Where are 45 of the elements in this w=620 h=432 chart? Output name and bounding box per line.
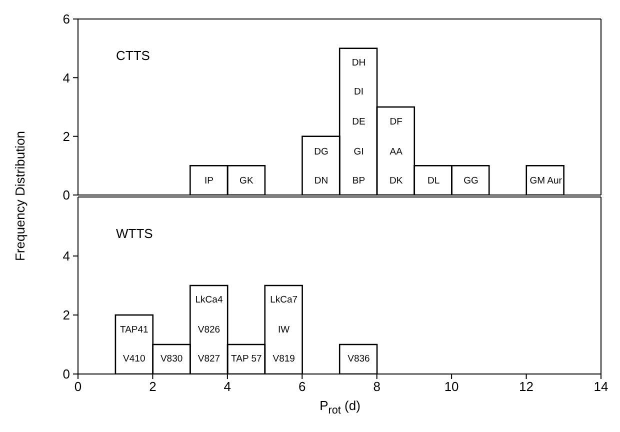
annotation: V819 — [272, 354, 295, 365]
annotation: CTTS — [116, 48, 150, 63]
annotation: TAP41 — [120, 324, 148, 335]
x-tick-label: 10 — [444, 379, 459, 394]
x-tick-label: 0 — [74, 379, 82, 394]
x-tick-label: 4 — [224, 379, 232, 394]
x-tick-label: 6 — [298, 379, 306, 394]
annotation: GG — [464, 176, 478, 187]
x-tick-label: 2 — [149, 379, 156, 394]
annotation: DN — [314, 176, 328, 187]
y-axis-title: Frequency Distribution — [12, 130, 28, 262]
annotation: V830 — [160, 354, 183, 365]
annotation: DI — [354, 86, 364, 98]
x-tick-label: 14 — [594, 379, 608, 394]
annotation: LkCa7 — [270, 294, 298, 306]
y-tick-label: 0 — [62, 366, 70, 382]
annotation: DG — [314, 146, 328, 157]
annotation: TAP 57 — [231, 354, 262, 365]
annotation: IP — [204, 176, 214, 187]
y-tick-label: 2 — [62, 128, 70, 144]
annotation: BP — [352, 176, 366, 187]
annotation: GI — [354, 146, 364, 157]
annotation: V826 — [198, 324, 220, 335]
x-tick-label: 12 — [519, 379, 534, 394]
annotation: GM Aur — [530, 176, 562, 187]
annotation: IW — [278, 324, 290, 335]
annotation: DF — [390, 116, 402, 128]
annotation: DK — [390, 176, 403, 187]
y-tick-label: 6 — [62, 12, 70, 27]
annotation: GK — [240, 176, 254, 187]
annotation: V410 — [123, 354, 146, 365]
annotation: LkCa4 — [195, 294, 223, 306]
annotation: V827 — [198, 354, 220, 365]
annotation: DH — [352, 57, 366, 68]
annotation: DL — [427, 176, 440, 187]
annotation: V836 — [348, 354, 370, 365]
y-tick-label: 2 — [62, 308, 70, 323]
y-tick-label: 4 — [62, 70, 70, 86]
x-tick-label: 8 — [373, 379, 380, 394]
annotation: DE — [352, 116, 366, 128]
annotation: AA — [390, 146, 402, 157]
x-axis-title: P$_{rot}$ (d) — [320, 398, 360, 417]
y-tick-label: 0 — [62, 188, 70, 203]
y-tick-label: 4 — [62, 248, 70, 264]
annotation: WTTS — [116, 226, 153, 241]
